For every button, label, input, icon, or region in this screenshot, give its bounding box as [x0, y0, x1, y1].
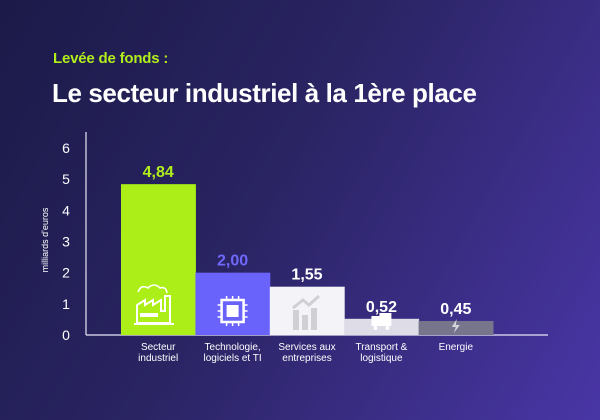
factory-icon [134, 284, 174, 325]
data-label: 0,45 [440, 301, 471, 318]
x-tick-label: Energie [439, 342, 474, 353]
truck-icon [371, 313, 392, 330]
data-label: 2,00 [217, 253, 248, 270]
y-tick-label: 5 [62, 171, 70, 187]
x-tick-label: logiciels et TI [204, 353, 262, 364]
bar [344, 318, 420, 335]
x-tick-label: entreprises [282, 353, 331, 364]
chip-icon [217, 296, 248, 326]
data-label: 0,52 [366, 299, 397, 316]
y-tick-label: 6 [62, 140, 70, 156]
y-tick-label: 2 [62, 265, 70, 281]
data-label: 4,84 [143, 164, 174, 181]
x-tick-label: Transport & [355, 342, 407, 353]
bar [121, 184, 196, 335]
x-tick-label: Technologie, [205, 342, 261, 353]
y-axis-label: milliards d'euros [40, 207, 50, 272]
x-tick-label: logistique [360, 353, 403, 364]
y-tick-label: 1 [62, 296, 70, 312]
lightning-icon [451, 319, 460, 333]
x-tick-label: industriel [138, 353, 178, 364]
x-tick-label: Secteur [141, 342, 176, 353]
data-label: 1,55 [291, 267, 322, 284]
kicker: Levée de fonds : [53, 50, 169, 67]
page-title: Le secteur industriel à la 1ère place [52, 78, 477, 108]
y-tick-label: 4 [62, 202, 70, 218]
y-tick-label: 0 [62, 327, 70, 343]
x-tick-label: Services aux [278, 342, 335, 353]
y-tick-label: 3 [62, 234, 70, 250]
growth-chart-icon [292, 294, 321, 330]
